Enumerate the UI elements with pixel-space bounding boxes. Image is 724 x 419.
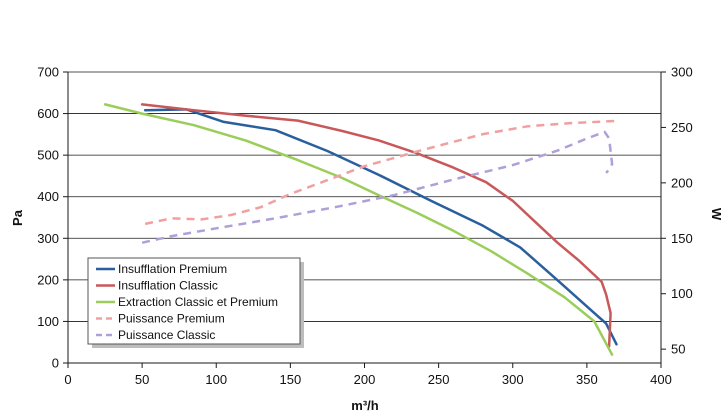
y2-tick-label: 300	[671, 65, 693, 80]
y-tick-label: 0	[52, 356, 59, 371]
y2-tick-label: 250	[671, 120, 693, 135]
series-line-4	[141, 130, 614, 244]
y-tick-label: 400	[37, 189, 59, 204]
legend-label: Insufflation Premium	[118, 262, 227, 276]
y2-tick-label: 150	[671, 231, 693, 246]
y-tick-label: 500	[37, 148, 59, 163]
series-line-1	[140, 103, 612, 348]
x-tick-label: 200	[354, 372, 376, 387]
legend-box	[87, 257, 301, 345]
y-axis-title: Pa	[10, 209, 25, 226]
x-tick-label: 300	[502, 372, 524, 387]
series-line-3	[144, 119, 620, 226]
x-tick-label: 150	[280, 372, 302, 387]
x-axis-title: m³/h	[351, 398, 379, 413]
x-tick-label: 350	[576, 372, 598, 387]
y-tick-label: 300	[37, 231, 59, 246]
legend-label: Insufflation Classic	[118, 279, 218, 293]
y2-axis-title: W	[709, 208, 724, 221]
y2-tick-label: 200	[671, 175, 693, 190]
y2-tick-label: 100	[671, 286, 693, 301]
x-tick-label: 50	[135, 372, 149, 387]
x-tick-label: 100	[205, 372, 227, 387]
x-tick-label: 250	[428, 372, 450, 387]
x-tick-label: 0	[64, 372, 71, 387]
legend-label: Extraction Classic et Premium	[118, 295, 278, 309]
legend-label: Puissance Premium	[118, 312, 225, 326]
series-line-2	[103, 103, 614, 356]
y-tick-label: 600	[37, 106, 59, 121]
y-tick-label: 700	[37, 65, 59, 80]
x-tick-label: 400	[650, 372, 672, 387]
legend-label: Puissance Classic	[118, 328, 215, 342]
y-tick-label: 100	[37, 314, 59, 329]
series-line-0	[143, 108, 618, 346]
y2-tick-label: 50	[671, 342, 685, 357]
y-tick-label: 200	[37, 272, 59, 287]
